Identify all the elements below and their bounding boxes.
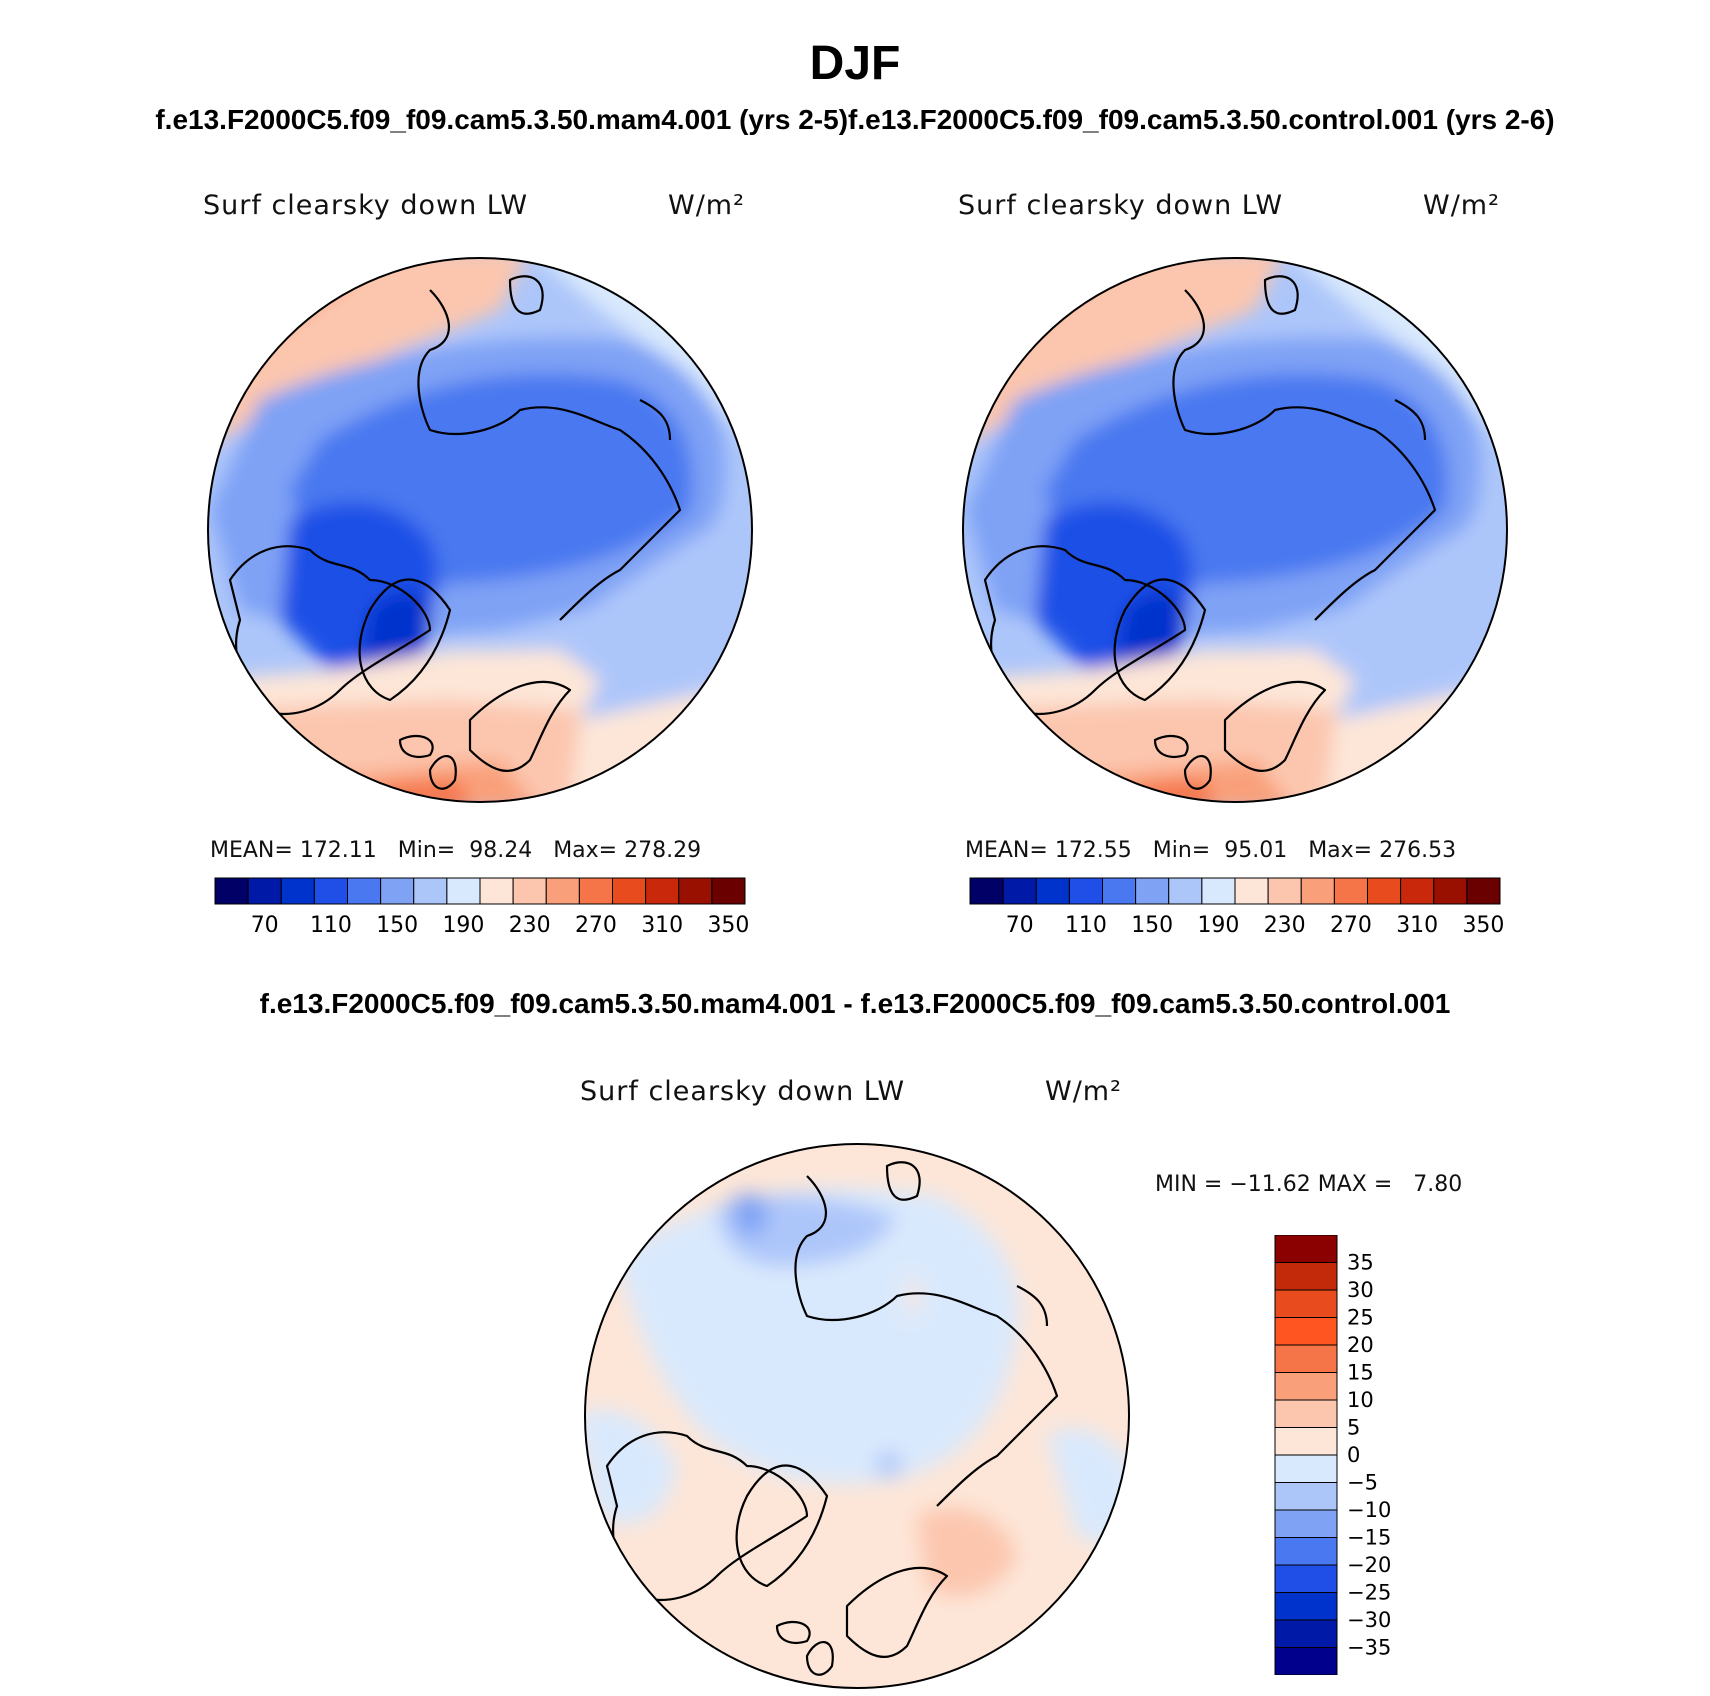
colorbar-swatch [1300,877,1335,905]
map-panel-control [962,257,1508,803]
colorbar-swatch [446,877,481,905]
colorbar-tick-label: −5 [1347,1471,1378,1495]
panel3-units-label: W/m² [1045,1076,1122,1107]
colorbar-swatch [1274,1372,1338,1401]
colorbar-tick-label: 310 [641,913,683,938]
panel1-variable-label: Surf clearsky down LW [203,190,529,221]
colorbar-tick-label: 15 [1347,1361,1374,1385]
map-panel-mam4 [207,257,753,803]
colorbar-swatch [347,877,382,905]
colorbar-tick-label: 5 [1347,1416,1360,1440]
colorbar-tick-label: 20 [1347,1333,1374,1357]
colorbar-tick-label: 230 [509,913,551,938]
colorbar-swatch [1135,877,1170,905]
colorbar-tick-label: 350 [707,913,749,938]
colorbar-swatch [1400,877,1435,905]
colorbar-tick-label: 0 [1347,1443,1360,1467]
colorbar-tick-label: −15 [1347,1526,1390,1550]
panel1-units-label: W/m² [668,190,745,221]
colorbar-swatch [1367,877,1402,905]
panel2-stats: MEAN= 172.55 Min= 95.01 Max= 276.53 [965,838,1457,863]
colorbar-swatch [380,877,415,905]
colorbar-swatch [247,877,282,905]
colorbar-swatch [1274,1454,1338,1483]
panel1-stats: MEAN= 172.11 Min= 98.24 Max= 278.29 [210,838,702,863]
colorbar-tick-label: 230 [1264,913,1306,938]
colorbar-swatch [1267,877,1302,905]
colorbar-tick-label: 35 [1347,1251,1374,1275]
colorbar-difference: −35 −30 −25 −20 −15 −10 −5 0 5 10 15 20 25 30 35 [1274,1235,1390,1675]
panel2-units-label: W/m² [1423,190,1500,221]
map-panel-difference [584,1143,1130,1689]
colorbar-swatch [1274,1344,1338,1373]
colorbar-tick-label: −35 [1347,1636,1390,1660]
colorbar-tick-label: 30 [1347,1278,1374,1302]
colorbar-tick-label: 10 [1347,1388,1374,1412]
colorbar-swatch [1274,1399,1338,1428]
panel2-variable-label: Surf clearsky down LW [958,190,1284,221]
colorbar-swatch [1274,1482,1338,1511]
colorbar-swatch [1102,877,1137,905]
difference-title: f.e13.F2000C5.f09_f09.cam5.3.50.mam4.001… [259,988,1451,1019]
colorbar-tick-label: 270 [1330,913,1372,938]
colorbar-tick-label: −30 [1347,1608,1390,1632]
colorbar-tick-label: 150 [1131,913,1173,938]
colorbar-swatch [1274,1289,1338,1318]
colorbar-tick-label: 350 [1462,913,1504,938]
colorbar-swatch [1274,1647,1338,1675]
colorbar-swatch [1333,877,1368,905]
colorbar-swatch [1466,877,1501,905]
colorbar-swatch [1274,1317,1338,1346]
colorbar-tick-label: 70 [1006,913,1034,938]
colorbar-swatch [711,877,746,905]
panel3-variable-label: Surf clearsky down LW [580,1076,906,1107]
colorbar-swatch [1274,1592,1338,1621]
colorbar-swatch [1274,1262,1338,1291]
colorbar-swatch [1002,877,1037,905]
colorbar-tick-label: −20 [1347,1553,1390,1577]
colorbar-swatch [578,877,613,905]
colorbar-swatch [1274,1564,1338,1593]
colorbar-tick-label: −25 [1347,1581,1390,1605]
colorbar-swatch [479,877,514,905]
panel3-stats: MIN = −11.62 MAX = 7.80 [1155,1172,1463,1197]
colorbar-tick-label: 190 [1197,913,1239,938]
colorbar-tick-label: 110 [310,913,352,938]
colorbar-tick-label: 310 [1396,913,1438,938]
colorbar-swatch [512,877,547,905]
colorbar-swatch [1274,1619,1338,1648]
figure-subtitle: f.e13.F2000C5.f09_f09.cam5.3.50.mam4.001… [0,104,1710,136]
colorbar-panel2: 70 110 150 190 230 270 310 350 [969,877,1504,938]
colorbar-tick-label: 70 [251,913,279,938]
figure-title: DJF [809,37,901,90]
colorbar-tick-label: 150 [376,913,418,938]
colorbar-swatch [678,877,713,905]
colorbar-swatch [214,877,249,905]
colorbar-swatch [612,877,647,905]
colorbar-tick-label: −10 [1347,1498,1390,1522]
colorbar-swatch [1433,877,1468,905]
colorbar-swatch [313,877,348,905]
colorbar-swatch [280,877,315,905]
colorbar-swatch [1234,877,1269,905]
colorbar-swatch [969,877,1004,905]
colorbar-swatch [1274,1235,1338,1263]
colorbar-swatch [1068,877,1103,905]
colorbar-tick-label: 110 [1065,913,1107,938]
colorbar-swatch [545,877,580,905]
subtitle-left: f.e13.F2000C5.f09_f09.cam5.3.50.mam4.001… [155,104,849,135]
subtitle-right: f.e13.F2000C5.f09_f09.cam5.3.50.control.… [848,104,1555,135]
colorbar-swatch [645,877,680,905]
colorbar-swatch [1274,1427,1338,1456]
colorbar-swatch [1035,877,1070,905]
colorbar-tick-label: 270 [575,913,617,938]
colorbar-tick-label: 25 [1347,1306,1374,1330]
colorbar-panel1: 70 110 150 190 230 270 310 350 [214,877,749,938]
colorbar-swatch [413,877,448,905]
colorbar-swatch [1168,877,1203,905]
colorbar-swatch [1201,877,1236,905]
colorbar-swatch [1274,1509,1338,1538]
colorbar-swatch [1274,1537,1338,1566]
colorbar-tick-label: 190 [442,913,484,938]
